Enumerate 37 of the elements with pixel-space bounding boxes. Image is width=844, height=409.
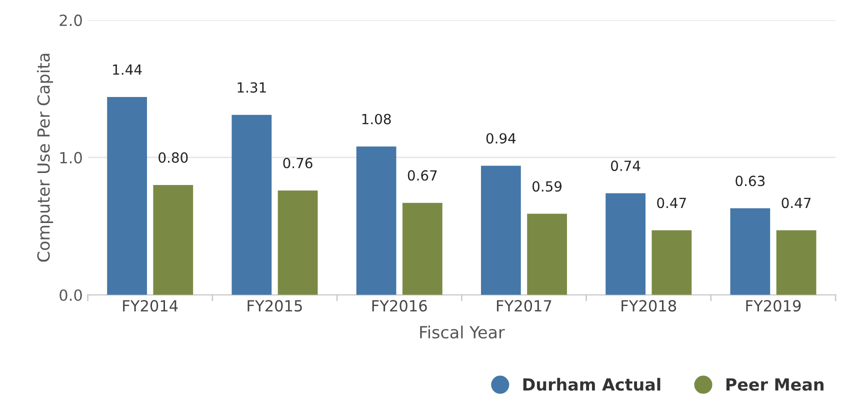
bar <box>402 202 442 295</box>
legend-label: Peer Mean <box>726 378 824 391</box>
bar <box>527 214 567 295</box>
bar <box>652 230 692 295</box>
data-label: 0.67 <box>408 170 437 181</box>
y-tick-label: 1.0 <box>60 152 82 164</box>
data-label: 0.47 <box>782 198 811 208</box>
bar <box>480 166 521 295</box>
y-axis-title: Computer Use Per Capita <box>36 54 54 262</box>
data-label: 0.76 <box>283 158 312 168</box>
x-axis-title: Fiscal Year <box>420 326 505 339</box>
data-label: 0.47 <box>657 198 686 208</box>
bar <box>776 230 816 295</box>
x-tick-label: FY2014 <box>123 300 178 312</box>
y-tick-label: 0.0 <box>60 289 82 301</box>
bar <box>278 190 318 295</box>
x-tick-label: FY2019 <box>746 300 801 312</box>
bar <box>153 184 194 295</box>
data-label: 0.74 <box>611 160 640 172</box>
bar <box>107 97 147 295</box>
bar <box>356 146 396 295</box>
y-tick-label: 2.0 <box>60 14 82 26</box>
data-label: 1.31 <box>238 82 266 93</box>
data-label: 0.59 <box>532 181 562 192</box>
data-label: 0.80 <box>158 152 188 163</box>
x-tick-label: FY2016 <box>372 300 427 312</box>
x-tick-label: FY2017 <box>496 300 552 312</box>
x-tick-label: FY2015 <box>248 300 302 312</box>
data-label: 0.63 <box>736 176 765 186</box>
bar <box>232 114 272 295</box>
legend-label: Durham Actual <box>523 378 660 391</box>
x-tick-label: FY2018 <box>622 300 676 312</box>
bar <box>606 193 646 295</box>
data-label: 0.94 <box>486 133 516 144</box>
data-label: 1.44 <box>113 64 142 75</box>
bar <box>730 208 770 295</box>
data-label: 1.08 <box>362 114 391 124</box>
